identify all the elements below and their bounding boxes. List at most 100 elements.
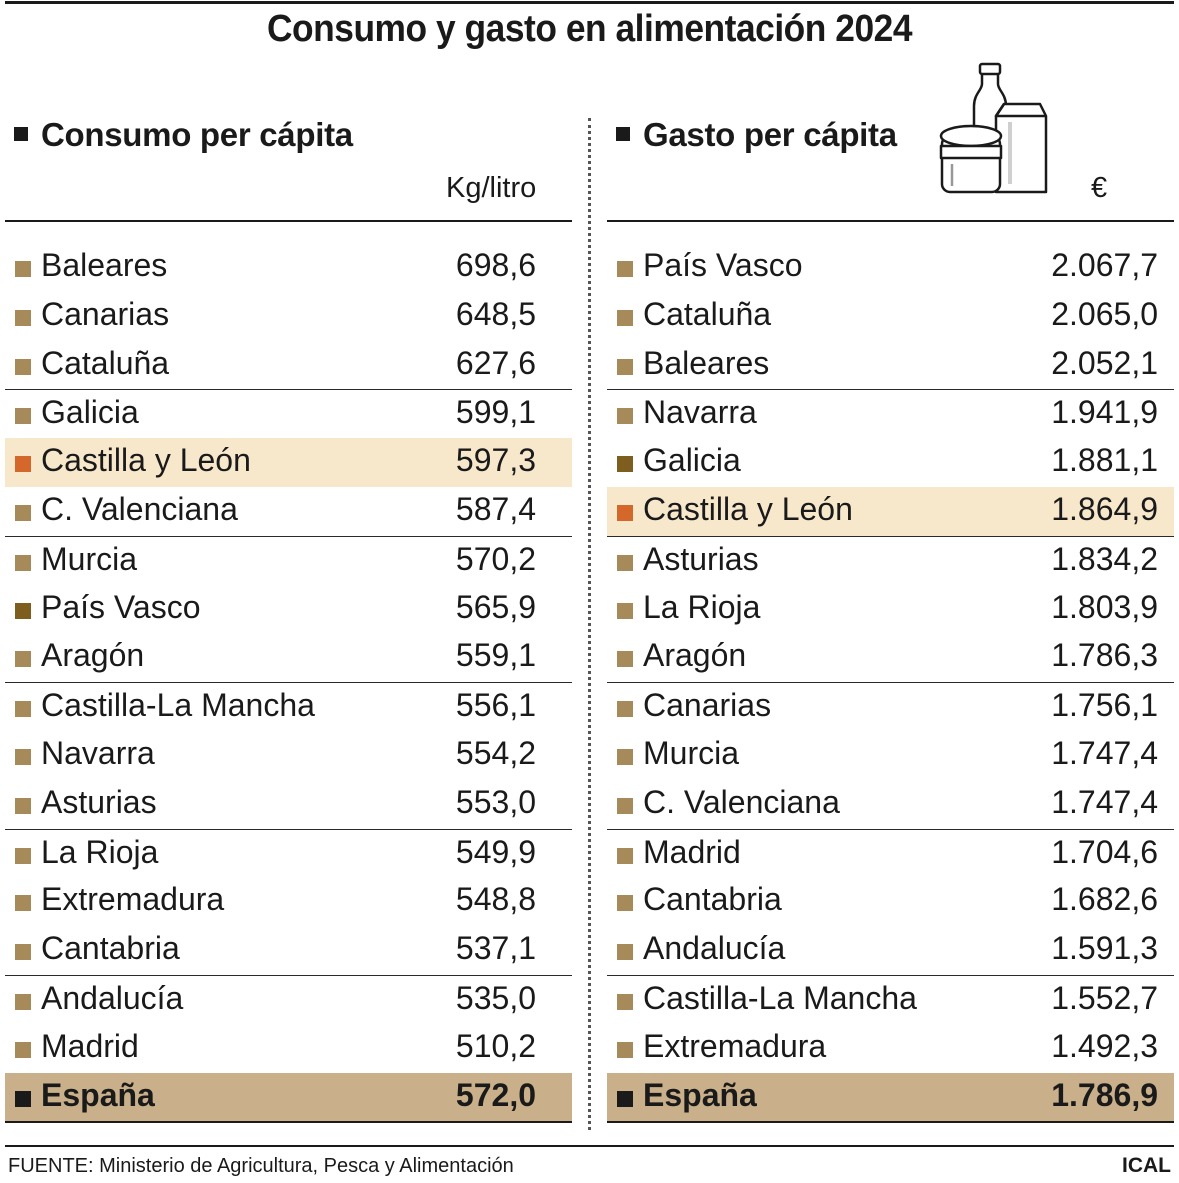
region-value: 510,2 <box>455 1027 536 1064</box>
row-marker-icon <box>15 701 31 718</box>
table-bottom-rule <box>5 1121 572 1124</box>
region-name: Castilla-La Mancha <box>41 687 315 724</box>
region-name: Navarra <box>41 734 155 771</box>
region-name: Cataluña <box>643 295 772 332</box>
row-marker-icon <box>617 408 633 425</box>
row-marker-icon <box>617 554 633 571</box>
region-value: 572,0 <box>455 1076 536 1113</box>
row-marker-icon <box>15 408 31 425</box>
table-row: Asturias 1.834,2 <box>607 535 1174 585</box>
region-name: Cataluña <box>41 344 170 381</box>
region-name: País Vasco <box>41 588 201 625</box>
table-bottom-rule <box>607 1121 1174 1124</box>
table-row: Cantabria 537,1 <box>5 926 572 975</box>
region-name: Castilla y León <box>643 490 853 527</box>
region-value: 556,1 <box>455 687 536 724</box>
region-value: 1.786,9 <box>1051 1076 1158 1113</box>
region-name: Galicia <box>643 442 741 479</box>
region-name: Andalucía <box>41 979 184 1016</box>
region-value: 1.881,1 <box>1051 442 1158 479</box>
top-rule <box>5 1 1174 4</box>
table-row: Baleares 2.052,1 <box>607 341 1174 390</box>
total-row: España 572,0 <box>5 1072 572 1122</box>
row-marker-icon <box>617 504 633 521</box>
region-name: Madrid <box>643 833 741 870</box>
region-value: 597,3 <box>455 442 536 479</box>
region-name: C. Valenciana <box>41 490 238 527</box>
region-value: 1.747,4 <box>1051 734 1158 771</box>
region-name: Navarra <box>643 394 757 431</box>
row-marker-icon <box>617 1041 633 1058</box>
region-value: 2.052,1 <box>1051 344 1158 381</box>
region-value: 1.747,4 <box>1051 783 1158 820</box>
region-value: 1.834,2 <box>1051 540 1158 577</box>
gasto-section-title: Gasto per cápita <box>616 116 897 154</box>
row-marker-icon <box>15 895 31 912</box>
region-name: Canarias <box>41 295 170 332</box>
gasto-title-text: Gasto per cápita <box>643 116 897 153</box>
region-value: 1.756,1 <box>1051 687 1158 724</box>
table-row: Canarias 648,5 <box>5 292 572 341</box>
table-row: País Vasco 2.067,7 <box>607 243 1174 292</box>
page-title: Consumo y gasto en alimentación 2024 <box>266 8 913 50</box>
table-row: Aragón 1.786,3 <box>607 633 1174 682</box>
region-name: Asturias <box>643 540 759 577</box>
row-marker-icon <box>15 504 31 521</box>
region-name: Baleares <box>41 247 168 283</box>
table-row: Asturias 553,0 <box>5 780 572 829</box>
table-row: Cataluña 627,6 <box>5 341 572 390</box>
row-marker-icon <box>15 797 31 814</box>
region-value: 549,9 <box>455 833 536 870</box>
table-row: C. Valenciana 587,4 <box>5 487 572 536</box>
row-marker-icon <box>15 261 31 277</box>
region-name: País Vasco <box>643 247 803 283</box>
region-value: 565,9 <box>455 588 536 625</box>
row-marker-icon <box>15 1041 31 1058</box>
row-marker-icon <box>15 602 31 619</box>
region-name: Extremadura <box>41 881 225 918</box>
region-name: Galicia <box>41 394 139 431</box>
table-row: Navarra 554,2 <box>5 731 572 780</box>
source-note: FUENTE: Ministerio de Agricultura, Pesca… <box>8 1155 514 1177</box>
row-marker-icon <box>15 309 31 326</box>
bottom-rule <box>5 1145 1174 1147</box>
region-name: Extremadura <box>643 1027 827 1064</box>
region-value: 648,5 <box>455 295 536 332</box>
table-row: Cataluña 2.065,0 <box>607 292 1174 341</box>
table-row: Castilla-La Mancha 556,1 <box>5 682 572 731</box>
row-marker-icon <box>15 847 31 864</box>
row-marker-icon <box>15 993 31 1010</box>
row-marker-icon <box>617 456 633 473</box>
gasto-unit: € <box>1091 172 1108 204</box>
region-value: 1.803,9 <box>1051 588 1158 625</box>
region-name: Canarias <box>643 687 772 724</box>
row-marker-icon <box>15 358 31 375</box>
region-value: 1.786,3 <box>1051 637 1158 674</box>
region-name: Castilla-La Mancha <box>643 979 917 1016</box>
region-name: Andalucía <box>643 930 786 967</box>
table-row: Extremadura 1.492,3 <box>607 1024 1174 1073</box>
table-row: Andalucía 535,0 <box>5 974 572 1024</box>
region-name: C. Valenciana <box>643 783 840 820</box>
consumo-section-title: Consumo per cápita <box>14 116 353 154</box>
region-value: 548,8 <box>455 881 536 918</box>
table-row: C. Valenciana 1.747,4 <box>607 780 1174 829</box>
table-row: Castilla-La Mancha 1.552,7 <box>607 974 1174 1024</box>
table-row: Navarra 1.941,9 <box>607 389 1174 438</box>
table-row: La Rioja 549,9 <box>5 828 572 878</box>
region-value: 2.067,7 <box>1051 247 1158 283</box>
row-marker-icon <box>617 847 633 864</box>
groceries-icon <box>939 62 1048 194</box>
region-value: 535,0 <box>455 979 536 1016</box>
region-value: 537,1 <box>455 930 536 967</box>
row-marker-icon <box>15 651 31 668</box>
row-marker-icon <box>617 993 633 1010</box>
row-marker-icon <box>617 358 633 375</box>
consumo-unit: Kg/litro <box>446 172 537 204</box>
region-name: Baleares <box>643 344 770 381</box>
row-marker-icon <box>617 797 633 814</box>
total-row: España 1.786,9 <box>607 1072 1174 1122</box>
region-name: La Rioja <box>643 588 761 625</box>
region-value: 2.065,0 <box>1051 295 1158 332</box>
region-name: Madrid <box>41 1027 139 1064</box>
